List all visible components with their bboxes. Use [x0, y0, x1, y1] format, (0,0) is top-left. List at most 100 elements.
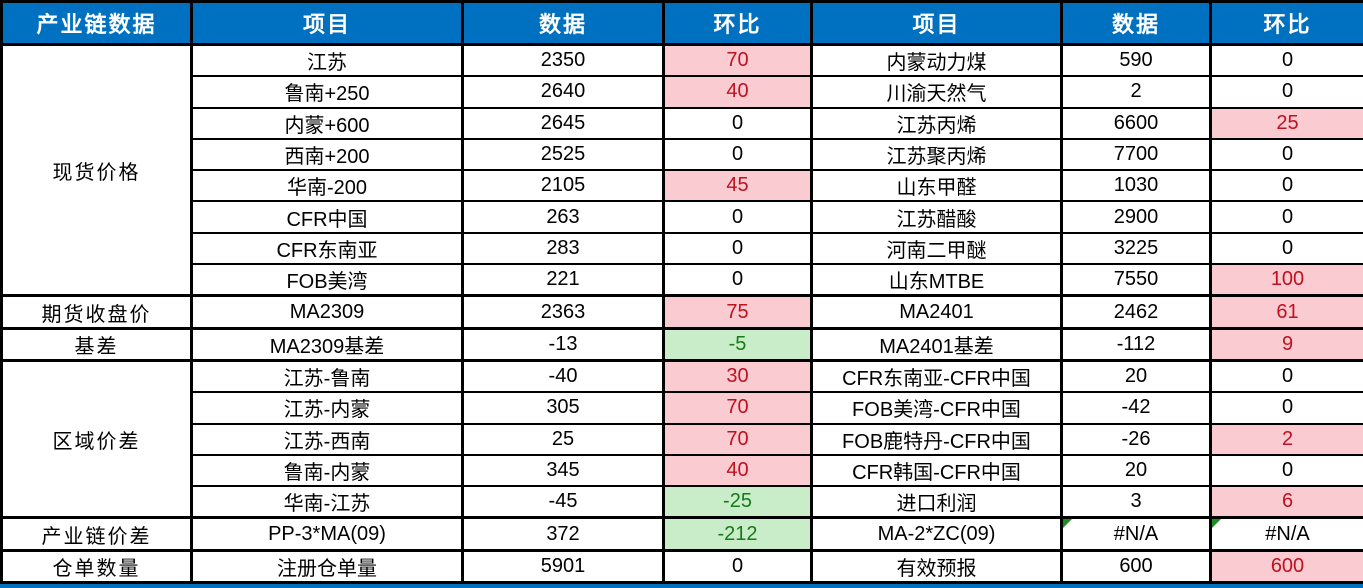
- item-cell-right: FOB鹿特丹-CFR中国: [812, 424, 1062, 455]
- value-cell: 2640: [463, 76, 664, 107]
- change-cell: 0: [664, 264, 812, 296]
- value-cell-right: -112: [1062, 328, 1211, 360]
- change-cell: 0: [664, 550, 812, 582]
- item-cell: CFR东南亚: [192, 233, 463, 264]
- item-cell: 江苏-鲁南: [192, 360, 463, 392]
- value-cell: -40: [463, 360, 664, 392]
- value-cell-right: 2: [1062, 76, 1211, 107]
- change-cell-right: 0: [1211, 76, 1363, 107]
- change-cell: 70: [664, 45, 812, 77]
- item-cell-right: 江苏丙烯: [812, 108, 1062, 139]
- value-cell: 345: [463, 455, 664, 486]
- item-cell: 江苏: [192, 45, 463, 77]
- value-cell: 5901: [463, 550, 664, 582]
- header-cell-2: 数据: [463, 2, 664, 45]
- change-cell: 0: [664, 233, 812, 264]
- change-cell: 70: [664, 392, 812, 423]
- value-cell: 305: [463, 392, 664, 423]
- section-label: 期货收盘价: [2, 296, 192, 328]
- header-row: 产业链数据项目数据环比项目数据环比: [2, 2, 1363, 45]
- item-cell: 鲁南-内蒙: [192, 455, 463, 486]
- change-cell-right: 61: [1211, 296, 1363, 328]
- value-cell: 2363: [463, 296, 664, 328]
- header-cell-1: 项目: [192, 2, 463, 45]
- change-cell-right: 0: [1211, 455, 1363, 486]
- change-cell-right: 9: [1211, 328, 1363, 360]
- value-cell-right: 2462: [1062, 296, 1211, 328]
- value-cell-right: 7700: [1062, 139, 1211, 170]
- value-cell: 221: [463, 264, 664, 296]
- item-cell-right: MA2401基差: [812, 328, 1062, 360]
- bottom-accent-line: [0, 584, 1363, 588]
- header-cell-5: 数据: [1062, 2, 1211, 45]
- item-cell-right: 内蒙动力煤: [812, 45, 1062, 77]
- change-cell-right: 0: [1211, 45, 1363, 77]
- item-cell: 华南-江苏: [192, 486, 463, 518]
- change-cell: -25: [664, 486, 812, 518]
- value-cell-right: 1030: [1062, 170, 1211, 201]
- change-cell-right: 0: [1211, 170, 1363, 201]
- item-cell-right: CFR韩国-CFR中国: [812, 455, 1062, 486]
- item-cell-right: MA2401: [812, 296, 1062, 328]
- change-cell-right: 0: [1211, 201, 1363, 232]
- item-cell: 西南+200: [192, 139, 463, 170]
- item-cell-right: 进口利润: [812, 486, 1062, 518]
- value-cell: -13: [463, 328, 664, 360]
- header-cell-4: 项目: [812, 2, 1062, 45]
- item-cell: 江苏-内蒙: [192, 392, 463, 423]
- change-cell: 0: [664, 108, 812, 139]
- item-cell: 华南-200: [192, 170, 463, 201]
- item-cell: 内蒙+600: [192, 108, 463, 139]
- change-cell: 45: [664, 170, 812, 201]
- item-cell: 鲁南+250: [192, 76, 463, 107]
- change-cell: 40: [664, 455, 812, 486]
- value-cell-right: -26: [1062, 424, 1211, 455]
- item-cell: CFR中国: [192, 201, 463, 232]
- change-cell: -212: [664, 518, 812, 550]
- change-cell-right: 25: [1211, 108, 1363, 139]
- item-cell-right: 山东MTBE: [812, 264, 1062, 296]
- item-cell-right: 河南二甲醚: [812, 233, 1062, 264]
- value-cell-right: 3: [1062, 486, 1211, 518]
- item-cell-right: 山东甲醛: [812, 170, 1062, 201]
- item-cell: MA2309基差: [192, 328, 463, 360]
- item-cell-right: CFR东南亚-CFR中国: [812, 360, 1062, 392]
- change-cell-right: 6: [1211, 486, 1363, 518]
- section-label: 产业链价差: [2, 518, 192, 550]
- value-cell-right: 7550: [1062, 264, 1211, 296]
- change-cell: 0: [664, 201, 812, 232]
- change-cell: 75: [664, 296, 812, 328]
- value-cell-right: 6600: [1062, 108, 1211, 139]
- value-cell: 2525: [463, 139, 664, 170]
- value-cell: 2350: [463, 45, 664, 77]
- value-cell: 263: [463, 201, 664, 232]
- change-cell: 40: [664, 76, 812, 107]
- item-cell-right: 江苏醋酸: [812, 201, 1062, 232]
- value-cell: 2105: [463, 170, 664, 201]
- value-cell: 283: [463, 233, 664, 264]
- value-cell: 25: [463, 424, 664, 455]
- header-cell-3: 环比: [664, 2, 812, 45]
- value-cell-right: -42: [1062, 392, 1211, 423]
- item-cell-right: 有效预报: [812, 550, 1062, 582]
- header-cell-0: 产业链数据: [2, 2, 192, 45]
- value-cell: 372: [463, 518, 664, 550]
- item-cell-right: MA-2*ZC(09): [812, 518, 1062, 550]
- change-cell-right: 0: [1211, 139, 1363, 170]
- section-label: 区域价差: [2, 360, 192, 517]
- item-cell: FOB美湾: [192, 264, 463, 296]
- item-cell: 注册仓单量: [192, 550, 463, 582]
- change-cell: -5: [664, 328, 812, 360]
- value-cell: -45: [463, 486, 664, 518]
- section-label: 仓单数量: [2, 550, 192, 582]
